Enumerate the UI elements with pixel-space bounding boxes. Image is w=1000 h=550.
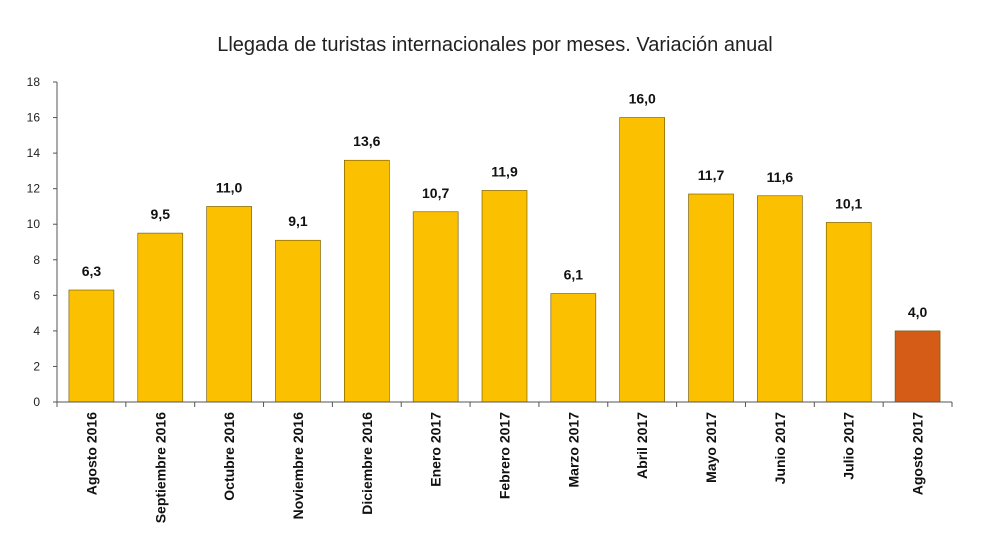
data-label: 9,1 <box>288 213 308 229</box>
data-label: 16,0 <box>629 91 656 107</box>
y-tick-label: 12 <box>27 182 41 196</box>
bars <box>68 117 941 403</box>
x-tick-label: Agosto 2016 <box>83 412 99 495</box>
bar <box>344 159 390 403</box>
x-tick-label: Octubre 2016 <box>221 412 237 501</box>
x-tick-label: Febrero 2017 <box>497 412 513 499</box>
y-tick-label: 16 <box>27 111 41 125</box>
x-tick-label: Junio 2017 <box>772 412 788 485</box>
x-tick-label: Noviembre 2016 <box>290 412 306 520</box>
y-axis: 0 2 4 6 8 10 12 14 16 18 <box>27 75 58 409</box>
bar <box>757 195 803 403</box>
x-tick-label: Septiembre 2016 <box>152 412 168 523</box>
y-tick-label: 14 <box>27 146 41 160</box>
y-tick-label: 18 <box>27 75 41 89</box>
y-tick-label: 10 <box>27 217 41 231</box>
bar <box>688 193 734 403</box>
data-label: 6,1 <box>564 267 584 283</box>
x-tick-label: Mayo 2017 <box>703 412 719 483</box>
y-tick-label: 2 <box>33 359 40 373</box>
bar <box>206 206 252 403</box>
chart-title: Llegada de turistas internacionales por … <box>217 34 773 56</box>
bar <box>412 211 459 403</box>
bar <box>481 190 528 403</box>
data-label: 11,0 <box>216 179 243 195</box>
data-label: 11,6 <box>767 169 794 185</box>
bar <box>137 232 184 403</box>
bar <box>275 239 321 403</box>
x-tick-label: Julio 2017 <box>841 412 857 480</box>
data-label: 13,6 <box>353 133 380 149</box>
x-tick-label: Enero 2017 <box>428 412 444 487</box>
x-tick-label: Abril 2017 <box>634 412 650 479</box>
bar <box>619 117 665 403</box>
bar <box>68 289 115 403</box>
data-label: 10,7 <box>422 185 449 201</box>
data-label: 10,1 <box>835 195 862 211</box>
data-label: 11,7 <box>698 167 725 183</box>
data-label: 4,0 <box>908 304 928 320</box>
x-tick-label: Agosto 2017 <box>910 412 926 495</box>
data-label: 6,3 <box>82 263 102 279</box>
y-tick-label: 6 <box>33 288 40 302</box>
y-tick-label: 4 <box>33 324 40 338</box>
y-tick-label: 0 <box>33 395 40 409</box>
bar <box>894 330 941 403</box>
bar <box>550 293 597 403</box>
x-tick-label: Marzo 2017 <box>565 412 581 488</box>
bar <box>825 222 872 403</box>
data-label: 9,5 <box>151 206 171 222</box>
data-labels: 6,3 9,5 11,0 9,1 13,6 10,7 11,9 6,1 16,0 11,7 11,6… <box>82 91 928 320</box>
y-tick-label: 8 <box>33 253 40 267</box>
data-label: 11,9 <box>491 163 518 179</box>
x-axis: Agosto 2016 Septiembre 2016 Octubre 2016 No… <box>56 401 953 523</box>
x-tick-label: Diciembre 2016 <box>359 412 375 515</box>
